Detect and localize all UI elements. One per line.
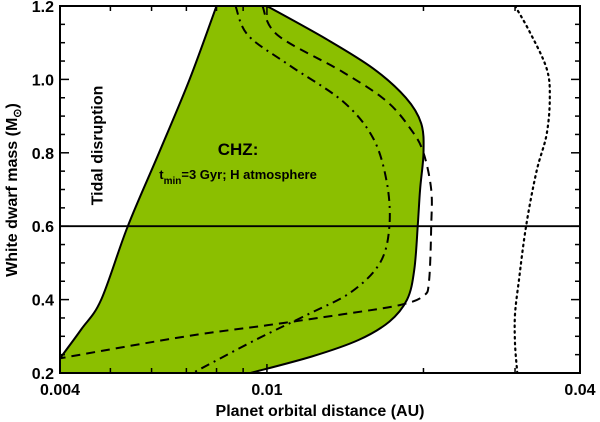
series-dotted-4 xyxy=(513,6,551,373)
x-tick-label: 0.01 xyxy=(251,382,282,399)
y-tick-label: 0.8 xyxy=(32,146,54,163)
y-tick-label: 0.2 xyxy=(32,366,54,383)
chz-condition-label: tmin=3 Gyr; H atmosphere xyxy=(159,167,317,187)
y-axis-title: White dwarf mass (M⊙) xyxy=(4,103,24,277)
tidal-disruption-label: Tidal disruption xyxy=(89,86,106,206)
series-curves xyxy=(60,6,551,373)
series-solid-1 xyxy=(250,6,425,373)
chz-label: CHZ: xyxy=(218,140,259,159)
x-tick-label: 0.04 xyxy=(564,382,595,399)
series-solid-0 xyxy=(60,6,218,359)
y-tick-label: 0.6 xyxy=(32,219,54,236)
axis-ticks xyxy=(59,5,581,374)
y-tick-label: 1.2 xyxy=(32,0,54,16)
series-dashed-2 xyxy=(60,6,433,360)
y-tick-label: 0.4 xyxy=(32,293,54,310)
y-tick-label: 1.0 xyxy=(32,72,54,89)
annotations: Tidal disruption CHZ: tmin=3 Gyr; H atmosp… xyxy=(89,86,316,206)
x-axis-title: Planet orbital distance (AU) xyxy=(216,403,425,420)
x-tick-label: 0.004 xyxy=(40,382,80,399)
tick-labels: 0.004 0.01 0.04 0.2 0.4 0.6 0.8 1.0 1.2 xyxy=(32,0,596,399)
series-dashdot-3 xyxy=(192,6,391,373)
chz-fill-region xyxy=(60,6,424,373)
